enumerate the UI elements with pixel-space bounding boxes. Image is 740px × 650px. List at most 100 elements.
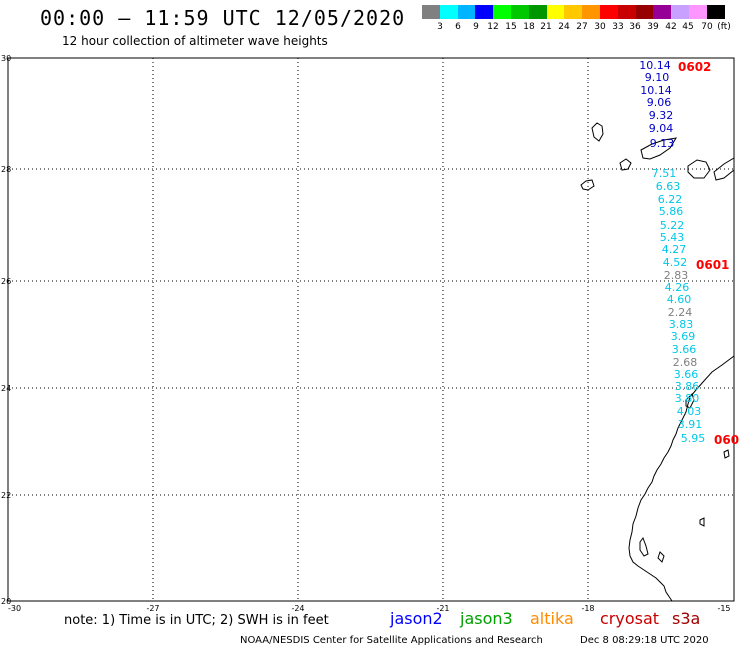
wave-height-label: 9.32 bbox=[648, 109, 674, 122]
credit-line: NOAA/NESDIS Center for Satellite Applica… bbox=[240, 635, 543, 646]
colorbar-swatch bbox=[706, 5, 725, 19]
latitude-tick-label: 28 bbox=[1, 165, 11, 174]
colorbar-swatch bbox=[635, 5, 654, 19]
longitude-tick-label: -30 bbox=[8, 604, 21, 613]
colorbar-swatch bbox=[688, 5, 707, 19]
colorbar-swatch bbox=[439, 5, 458, 19]
colorbar-swatch bbox=[671, 5, 689, 19]
wave-height-label: 5.22 bbox=[659, 219, 685, 232]
wave-height-label: 10.14 bbox=[640, 84, 672, 97]
small-islet bbox=[699, 517, 705, 527]
wave-height-label: 9.13 bbox=[649, 137, 675, 150]
coastline bbox=[580, 122, 735, 602]
longitude-tick-label: -18 bbox=[581, 604, 594, 613]
tenerife bbox=[640, 137, 677, 160]
wave-height-label: 4.52 bbox=[662, 256, 688, 269]
colorbar-swatch bbox=[510, 5, 529, 19]
wave-height-label: 5.86 bbox=[658, 205, 684, 218]
colorbar-label: 6 bbox=[455, 22, 461, 32]
wave-height-label: 10.14 bbox=[639, 59, 671, 72]
longitude-tick-label: -27 bbox=[146, 604, 159, 613]
longitude-tick-label: -15 bbox=[717, 604, 730, 613]
wave-height-label: 5.43 bbox=[659, 231, 685, 244]
colorbar-label: 24 bbox=[558, 22, 570, 32]
pass-time-label: 0602 bbox=[678, 60, 712, 74]
wave-height-label: 3.80 bbox=[674, 392, 700, 405]
generated-timestamp: Dec 8 08:29:18 UTC 2020 bbox=[580, 635, 709, 646]
wave-height-label: 4.27 bbox=[661, 243, 687, 256]
banc-arguin bbox=[657, 551, 665, 563]
colorbar-label: 30 bbox=[594, 22, 606, 32]
gran-canaria bbox=[687, 159, 711, 179]
colorbar-swatch bbox=[653, 5, 672, 19]
colorbar-swatch bbox=[582, 5, 600, 19]
colorbar-label: 15 bbox=[505, 22, 517, 32]
colorbar-swatch bbox=[475, 5, 494, 19]
latitude-tick-label: 22 bbox=[1, 491, 11, 500]
latitude-tick-label: 24 bbox=[1, 384, 11, 393]
wave-height-label: 9.06 bbox=[646, 96, 672, 109]
colorbar-label: 9 bbox=[473, 22, 479, 32]
axis-tick-labels: 30 28 26 24 22 20-30 -27 -24 -21 -18 -15 bbox=[1, 54, 731, 613]
wave-height-label: 9.04 bbox=[648, 122, 674, 135]
colorbar-swatch bbox=[422, 5, 440, 19]
dakhla-peninsula bbox=[685, 393, 695, 409]
longitude-tick-label: -24 bbox=[291, 604, 304, 613]
wave-height-label: 4.60 bbox=[666, 293, 692, 306]
latitude-tick-label: 20 bbox=[1, 597, 11, 606]
wave-height-label: 6.22 bbox=[657, 193, 683, 206]
colorbar-swatch bbox=[546, 5, 565, 19]
wave-height-label: 3.66 bbox=[673, 368, 699, 381]
marker-point bbox=[723, 449, 730, 459]
wave-height-label: 3.66 bbox=[671, 343, 697, 356]
colorbar-label: 36 bbox=[629, 22, 641, 32]
colorbar-label: 42 bbox=[665, 22, 677, 32]
graticule bbox=[8, 58, 734, 601]
el-hierro bbox=[580, 179, 595, 191]
map-frame bbox=[7, 57, 735, 602]
satellite-legend-s3a: s3a bbox=[672, 609, 701, 628]
colorbar-label: 27 bbox=[576, 22, 588, 32]
wave-height-label: 9.10 bbox=[644, 71, 670, 84]
colorbar bbox=[422, 5, 725, 19]
la-gomera bbox=[619, 158, 632, 171]
satellite-legend-altika: altika bbox=[530, 609, 574, 628]
colorbar-label: 12 bbox=[487, 22, 499, 32]
wave-height-label: 5.95 bbox=[680, 432, 706, 445]
wave-height-label: 7.51 bbox=[651, 167, 677, 180]
colorbar-swatch bbox=[457, 5, 476, 19]
footer-note: note: 1) Time is in UTC; 2) SWH is in fe… bbox=[64, 613, 329, 628]
wave-height-label: 6.63 bbox=[655, 180, 681, 193]
wave-height-label: 3.69 bbox=[670, 330, 696, 343]
colorbar-label: 45 bbox=[682, 22, 694, 32]
wave-height-label: 2.68 bbox=[672, 356, 698, 369]
pass-time-label: 0601 bbox=[696, 258, 730, 272]
colorbar-swatch bbox=[617, 5, 636, 19]
colorbar-label: 21 bbox=[540, 22, 552, 32]
chart-subtitle: 12 hour collection of altimeter wave hei… bbox=[62, 34, 328, 48]
colorbar-label: 70 bbox=[701, 22, 713, 32]
colorbar-label: 3 bbox=[437, 22, 443, 32]
satellite-legend-jason2: jason2 bbox=[390, 609, 443, 628]
cape-blanc bbox=[639, 536, 649, 557]
colorbar-label: (ft) bbox=[717, 22, 731, 32]
satellite-legend-cryosat: cryosat bbox=[600, 609, 660, 628]
wave-height-label: 4.03 bbox=[676, 405, 702, 418]
longitude-tick-label: -21 bbox=[436, 604, 449, 613]
satellite-legend-jason3: jason3 bbox=[460, 609, 513, 628]
colorbar-swatch bbox=[564, 5, 583, 19]
colorbar-label: 39 bbox=[647, 22, 659, 32]
la-palma bbox=[591, 122, 604, 142]
colorbar-labels: 3 6 9 12 15 18 21 24 27 30 33 36 39 42 45 70 (ft) bbox=[422, 22, 740, 34]
pass-time-label: 060 bbox=[714, 433, 740, 447]
colorbar-swatch bbox=[599, 5, 618, 19]
colorbar-swatch bbox=[493, 5, 511, 19]
wave-height-label: 2.24 bbox=[667, 306, 693, 319]
latitude-tick-label: 26 bbox=[1, 277, 11, 286]
wave-height-label: 2.83 bbox=[663, 269, 689, 282]
wave-height-label: 4.26 bbox=[664, 281, 690, 294]
wave-height-label: 3.83 bbox=[668, 318, 694, 331]
wave-height-label: 3.86 bbox=[674, 380, 700, 393]
wave-height-label: 3.91 bbox=[677, 418, 703, 431]
